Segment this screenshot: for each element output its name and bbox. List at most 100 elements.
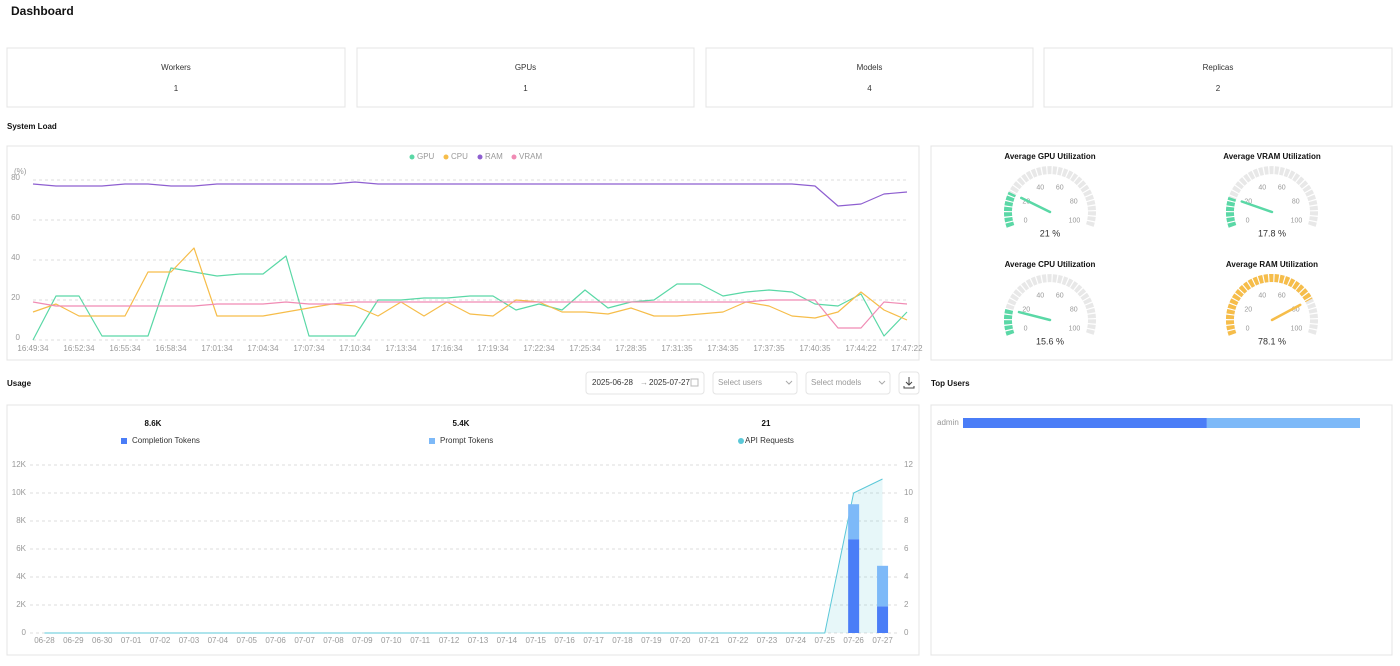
summary-total: 5.4K [453,419,470,428]
gauge-progress [1225,196,1237,228]
x-tick-label: 07-16 [554,636,575,645]
y-tick-label: 40 [11,253,20,262]
x-tick-label: 16:52:34 [63,344,95,353]
calendar-icon [690,378,699,387]
series-line [44,478,883,634]
x-tick-label: 17:22:34 [523,344,555,353]
x-tick-label: 06-30 [92,636,113,645]
end-date: 2025-07-27 [649,378,690,387]
x-tick-label: 16:49:34 [17,344,49,353]
legend-label: API Requests [745,436,794,445]
x-tick-label: 07-03 [179,636,200,645]
x-tick-label: 17:25:34 [569,344,601,353]
x-tick-label: 07-19 [641,636,662,645]
x-tick-label: 07-21 [699,636,720,645]
x-tick-label: 07-07 [294,636,315,645]
y-axis-label: (%) [14,167,27,176]
gauge-tick-label: 20 [1244,306,1252,313]
x-tick-label: 17:34:35 [707,344,739,353]
stat-value: 1 [523,84,528,93]
stat-label: Models [857,63,883,72]
y-tick-label: 80 [11,173,20,182]
gauge-tick-label: 40 [1036,293,1044,300]
bar-segment [848,539,860,633]
y-tick-label: 10K [12,488,27,497]
x-tick-label: 17:44:22 [845,344,877,353]
x-tick-label: 07-24 [786,636,807,645]
stat-card [6,47,346,108]
legend-swatch [409,154,415,160]
gauge-tick-label: 80 [1292,306,1300,313]
download-icon [903,377,915,389]
legend-swatch [121,438,127,444]
series-line [32,255,908,341]
bar-segment [963,418,1207,428]
summary-total: 21 [762,419,771,428]
gauge-value: 15.6 % [1036,336,1064,346]
x-tick-label: 06-29 [63,636,84,645]
stat-value: 4 [867,84,872,93]
stat-label: Workers [161,63,191,72]
section-title: Top Users [931,379,970,388]
y-tick-label: 6K [16,544,26,553]
y2-tick-label: 6 [904,544,909,553]
legend-label: GPU [417,152,435,161]
x-tick-label: 07-15 [526,636,547,645]
y2-tick-label: 4 [904,572,909,581]
x-tick-label: 17:31:35 [661,344,693,353]
legend-label: RAM [485,152,503,161]
bar-segment [1206,418,1360,428]
x-tick-label: 06-28 [34,636,55,645]
gauge-tick-label: 100 [1069,218,1081,225]
y-tick-label: 12K [12,460,27,469]
gauge-tick-label: 20 [1022,198,1030,205]
y-tick-label: admin [937,418,959,427]
x-tick-label: 17:19:34 [477,344,509,353]
stat-value: 2 [1216,84,1221,93]
x-tick-label: 07-04 [208,636,229,645]
x-tick-label: 17:40:35 [799,344,831,353]
gauge-progress [1003,191,1016,228]
y-tick-label: 0 [22,628,27,637]
gauge-tick-label: 0 [1246,218,1250,225]
gauge-tick-label: 40 [1036,185,1044,192]
x-tick-label: 07-20 [670,636,691,645]
gauge-tick-label: 60 [1056,293,1064,300]
x-tick-label: 07-26 [843,636,864,645]
gauge-needle [1020,196,1052,214]
y2-tick-label: 2 [904,600,909,609]
x-tick-label: 17:01:34 [201,344,233,353]
stat-card [1043,47,1393,108]
x-tick-label: 07-08 [323,636,344,645]
legend-label: VRAM [519,152,542,161]
x-tick-label: 17:07:34 [293,344,325,353]
stat-card [356,47,695,108]
series-line [32,181,908,207]
x-tick-label: 07-10 [381,636,402,645]
y2-tick-label: 8 [904,516,909,525]
stat-label: GPUs [515,63,536,72]
x-tick-label: 07-14 [497,636,518,645]
gauge-tick-label: 100 [1069,326,1081,333]
dropdown-arrow [878,380,886,385]
date-range-picker[interactable] [585,371,705,395]
gauge-value: 21 % [1040,228,1061,238]
y-tick-label: 0 [16,333,21,342]
x-tick-label: 17:28:35 [615,344,647,353]
y-tick-label: 60 [11,213,20,222]
user-select[interactable] [712,371,798,395]
x-tick-label: 07-11 [410,636,430,645]
gauge-title: Average GPU Utilization [1004,152,1095,161]
y-tick-label: 20 [11,293,20,302]
gauge-tick-label: 0 [1246,326,1250,333]
x-tick-label: 17:16:34 [431,344,463,353]
series-line [32,299,908,329]
model-select[interactable] [805,371,891,395]
select-placeholder: Select models [811,378,861,387]
gauge-tick-label: 80 [1292,198,1300,205]
section-title: System Load [7,122,57,131]
x-tick-label: 16:58:34 [155,344,187,353]
legend-swatch [511,154,517,160]
gauge-title: Average CPU Utilization [1005,260,1096,269]
bar-segment [877,606,889,633]
